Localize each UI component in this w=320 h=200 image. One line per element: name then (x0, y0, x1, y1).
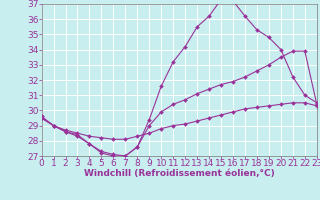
X-axis label: Windchill (Refroidissement éolien,°C): Windchill (Refroidissement éolien,°C) (84, 169, 275, 178)
